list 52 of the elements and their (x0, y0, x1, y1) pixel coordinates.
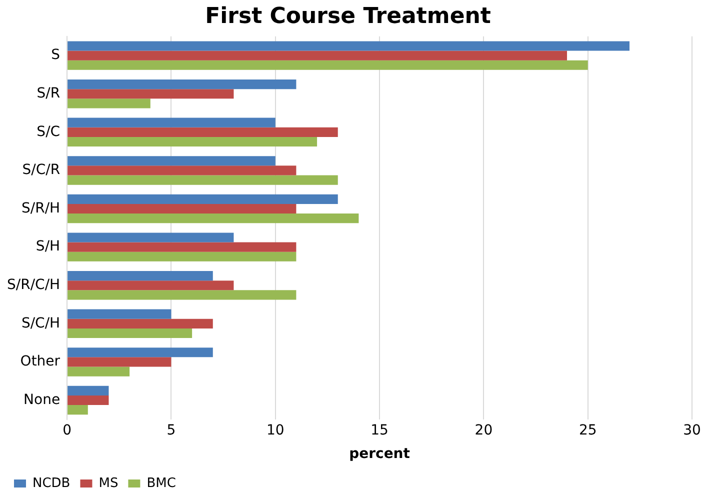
bar (68, 118, 276, 128)
bar (68, 328, 192, 338)
bar (68, 252, 296, 262)
bar (68, 318, 213, 328)
bar (68, 79, 296, 90)
bar (68, 232, 234, 242)
bar (68, 89, 234, 99)
y-tick-label: Other (20, 354, 60, 370)
bar (68, 242, 296, 252)
y-tick-label: S/C/H (21, 315, 60, 332)
bar (68, 405, 88, 415)
bar (68, 60, 588, 70)
x-tick-label: 10 (266, 422, 284, 438)
y-tick-label: S (51, 47, 60, 64)
y-tick-label: None (24, 392, 60, 408)
bar (68, 204, 296, 214)
y-tick-label: S/H (36, 238, 60, 255)
x-axis-title: percent (349, 446, 410, 462)
x-tick-label: 30 (683, 422, 701, 438)
x-tick-label: 25 (578, 422, 597, 438)
bar (68, 156, 276, 166)
x-tick-label: 15 (370, 422, 388, 438)
bar (68, 280, 234, 290)
y-tick-label: S/C/R (22, 162, 60, 178)
x-tick-label: 0 (62, 422, 72, 438)
bar (68, 270, 213, 281)
x-tick-label: 20 (474, 422, 493, 438)
bar (68, 309, 172, 319)
bar (68, 214, 359, 224)
chart-title: First Course Treatment (205, 4, 492, 29)
y-tick-label: S/R/H (21, 200, 60, 216)
y-tick-label: S/R (36, 85, 60, 102)
bar (68, 395, 109, 406)
y-tick-label: S/R/C/H (6, 276, 60, 293)
bar (68, 136, 318, 147)
bar (68, 41, 630, 51)
bar (68, 357, 172, 367)
y-tick-label: S/C (36, 124, 60, 140)
bar (68, 366, 130, 376)
bar (68, 127, 338, 137)
x-tick-label: 5 (166, 422, 176, 438)
bar (68, 348, 213, 358)
legend-label: MS (98, 476, 118, 491)
bar (68, 175, 338, 185)
bar (68, 98, 150, 108)
bar (68, 290, 296, 300)
bar (68, 166, 296, 176)
bar (68, 386, 109, 396)
bar (68, 194, 338, 204)
legend-label: BMC (146, 476, 176, 491)
legend-label: NCDB (32, 476, 70, 491)
bar (68, 50, 568, 60)
